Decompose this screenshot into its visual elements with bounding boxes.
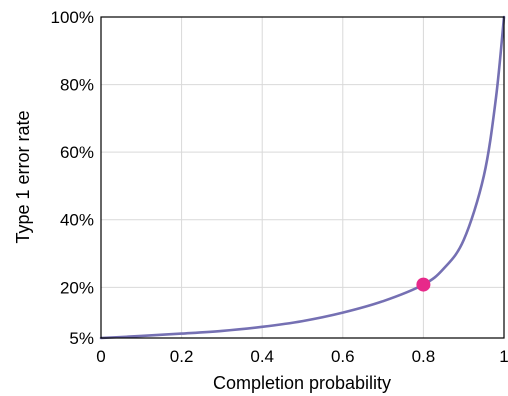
y-tick-label: 5% (69, 329, 94, 348)
y-tick-label: 40% (60, 211, 94, 230)
x-tick-label: 1 (499, 347, 508, 366)
x-tick-label: 0.6 (331, 347, 355, 366)
y-tick-label: 80% (60, 76, 94, 95)
x-tick-label: 0.4 (250, 347, 274, 366)
highlight-point (416, 277, 431, 292)
y-tick-labels: 5% 20% 40% 60% 80% 100% (51, 8, 94, 348)
grid (100, 16, 505, 339)
y-axis-label: Type 1 error rate (13, 110, 33, 243)
x-tick-label: 0.8 (412, 347, 436, 366)
x-tick-label: 0 (96, 347, 105, 366)
x-tick-label: 0.2 (170, 347, 194, 366)
y-tick-label: 60% (60, 143, 94, 162)
plot-frame (100, 16, 505, 339)
error-rate-curve (99, 15, 506, 340)
y-tick-label: 20% (60, 278, 94, 297)
x-axis-label: Completion probability (213, 373, 391, 393)
series-layer (99, 15, 506, 340)
x-tick-labels: 0 0.2 0.4 0.6 0.8 1 (96, 347, 508, 366)
y-tick-label: 100% (51, 8, 94, 27)
